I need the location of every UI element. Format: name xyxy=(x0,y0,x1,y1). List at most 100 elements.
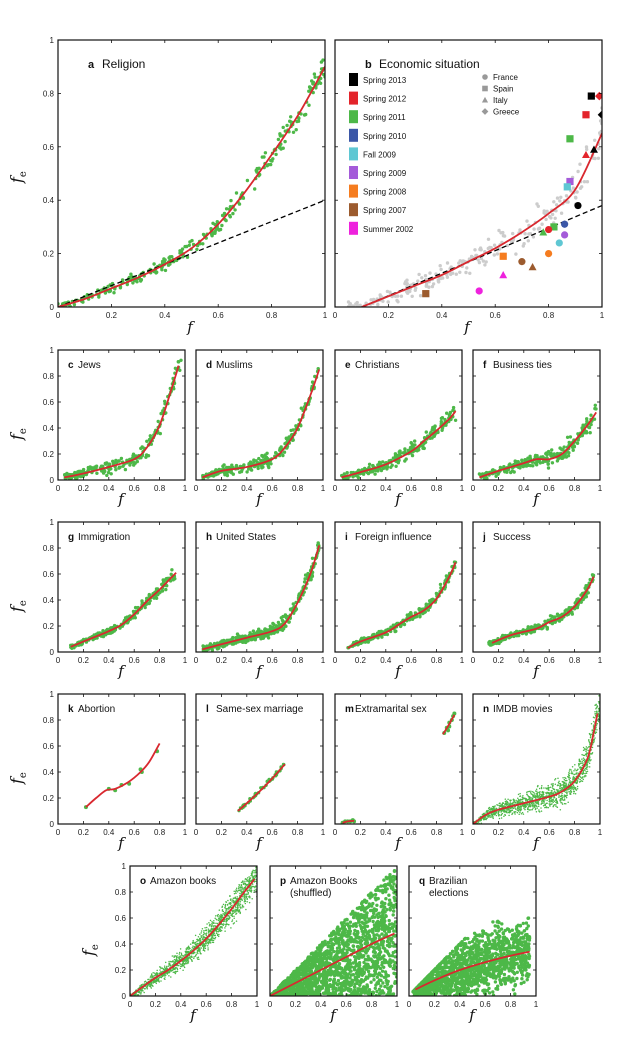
point xyxy=(360,636,364,640)
panel-letter: d xyxy=(206,360,212,371)
point xyxy=(217,935,220,938)
point xyxy=(447,413,452,417)
point xyxy=(592,724,595,726)
x-tick-label: 0 xyxy=(56,656,61,665)
point xyxy=(453,418,458,422)
point xyxy=(563,795,565,798)
point xyxy=(129,272,133,276)
point xyxy=(153,972,156,974)
point xyxy=(232,899,234,901)
point xyxy=(164,978,166,981)
point xyxy=(263,628,267,632)
point xyxy=(95,471,99,475)
point xyxy=(534,796,537,799)
point xyxy=(492,253,496,257)
point xyxy=(559,795,562,797)
point xyxy=(248,460,253,464)
point xyxy=(252,458,256,462)
x-tick-label: 0.4 xyxy=(436,311,448,320)
point xyxy=(582,771,585,773)
point xyxy=(202,948,205,950)
point xyxy=(559,789,562,792)
point xyxy=(492,805,495,808)
point xyxy=(523,806,525,808)
point xyxy=(150,973,153,976)
point xyxy=(552,782,554,785)
point xyxy=(430,436,434,440)
point xyxy=(575,782,578,785)
point xyxy=(147,592,151,597)
point xyxy=(104,633,108,637)
legend-swatch xyxy=(349,166,358,179)
point xyxy=(544,806,546,809)
point xyxy=(565,777,567,780)
panel-letter: j xyxy=(482,532,486,543)
point xyxy=(385,289,390,294)
point xyxy=(280,618,285,623)
x-tick-label: 0.6 xyxy=(213,311,225,320)
point xyxy=(266,163,271,167)
point xyxy=(502,234,507,238)
point xyxy=(410,442,414,447)
point xyxy=(586,752,589,754)
point xyxy=(545,627,549,631)
point xyxy=(592,716,595,718)
point xyxy=(553,216,557,220)
point xyxy=(571,765,574,768)
point xyxy=(131,281,135,285)
point xyxy=(565,803,567,805)
point xyxy=(595,710,598,713)
point xyxy=(541,795,543,798)
point xyxy=(408,289,412,294)
point xyxy=(528,463,533,468)
point xyxy=(414,286,418,290)
point xyxy=(515,808,517,811)
point xyxy=(499,802,501,804)
plot-area-e xyxy=(340,405,458,480)
point xyxy=(531,801,534,804)
x-tick-label: 0.8 xyxy=(154,656,166,665)
x-tick-label: 0.2 xyxy=(493,656,505,665)
point xyxy=(587,765,589,768)
x-tick-label: 0.6 xyxy=(490,311,502,320)
point xyxy=(119,456,124,461)
point xyxy=(577,777,580,780)
point xyxy=(208,642,213,646)
frame-d xyxy=(195,349,324,481)
point xyxy=(594,711,596,713)
point xyxy=(569,779,571,782)
point xyxy=(559,809,562,811)
point xyxy=(307,103,311,107)
point xyxy=(517,805,520,808)
point xyxy=(549,454,553,458)
point xyxy=(588,431,592,435)
point xyxy=(312,72,317,76)
point xyxy=(584,595,588,599)
x-tick-label: 0.2 xyxy=(355,484,367,493)
point xyxy=(536,794,539,796)
point xyxy=(518,813,520,816)
point xyxy=(555,801,557,803)
point xyxy=(264,634,268,638)
point xyxy=(566,200,570,204)
y-tick-label: 1 xyxy=(50,346,55,355)
point xyxy=(219,930,222,932)
point xyxy=(417,272,421,277)
point xyxy=(228,215,232,219)
point xyxy=(554,778,557,780)
point xyxy=(135,280,139,284)
point xyxy=(217,467,221,472)
x-tick-label: 0 xyxy=(194,484,199,493)
point xyxy=(572,777,574,780)
point xyxy=(216,922,219,925)
point xyxy=(495,807,498,810)
point xyxy=(559,211,564,215)
legend-label: Spring 2008 xyxy=(363,188,407,197)
point xyxy=(563,787,566,789)
point xyxy=(99,464,104,468)
point xyxy=(572,785,575,787)
point xyxy=(251,629,256,633)
point xyxy=(526,793,528,796)
point xyxy=(524,800,527,802)
y-tick-label: 0.4 xyxy=(43,768,55,777)
